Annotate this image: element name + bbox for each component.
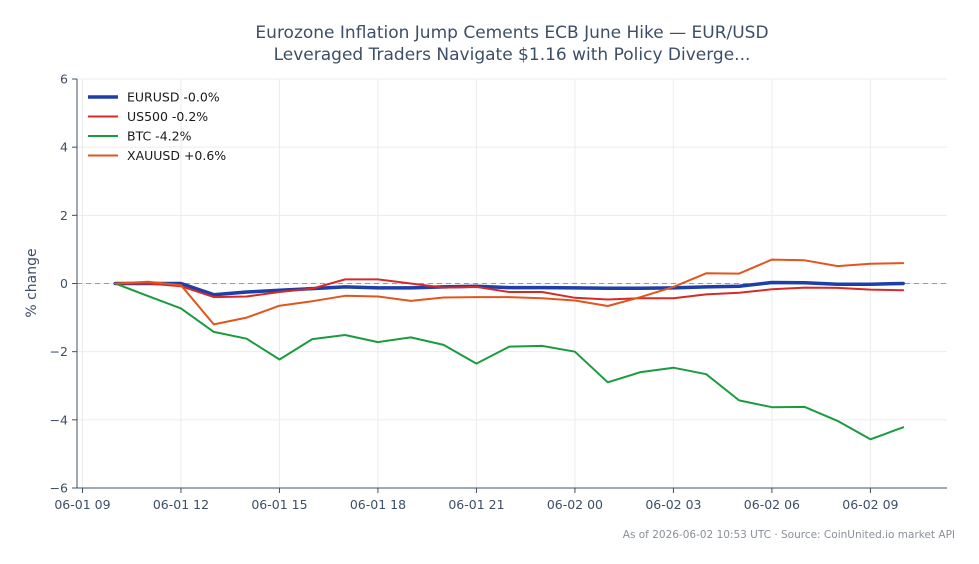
legend: EURUSD -0.0% US500 -0.2% BTC -4.2% XAUUSD +… bbox=[88, 90, 226, 163]
x-tick-label: 06-01 21 bbox=[448, 497, 504, 512]
x-tick-label: 06-02 09 bbox=[842, 497, 898, 512]
y-tick-label: 2 bbox=[60, 208, 68, 223]
y-tick-label: 6 bbox=[60, 72, 68, 87]
y-ticks: −6 −4 −2 0 2 4 6 bbox=[50, 72, 77, 496]
series-line-3 bbox=[114, 258, 905, 326]
chart-title-line-2: Leveraged Traders Navigate $1.16 with Po… bbox=[274, 45, 751, 65]
series-line-1 bbox=[114, 278, 905, 301]
y-tick-label: −2 bbox=[50, 344, 68, 359]
y-tick-label: −4 bbox=[50, 412, 68, 427]
series-line-0 bbox=[113, 280, 905, 297]
x-tick-label: 06-01 09 bbox=[54, 497, 110, 512]
y-tick-label: −6 bbox=[50, 481, 68, 496]
legend-label-2: BTC -4.2% bbox=[127, 129, 192, 144]
x-tick-label: 06-01 18 bbox=[350, 497, 406, 512]
x-tick-label: 06-02 03 bbox=[645, 497, 701, 512]
x-tick-label: 06-01 12 bbox=[153, 497, 209, 512]
legend-label-3: XAUUSD +0.6% bbox=[127, 148, 226, 163]
series-line-2 bbox=[114, 282, 905, 441]
legend-label-1: US500 -0.2% bbox=[127, 109, 208, 124]
y-tick-label: 0 bbox=[60, 276, 68, 291]
x-tick-label: 06-02 00 bbox=[547, 497, 603, 512]
y-axis-label: % change bbox=[24, 248, 40, 317]
y-tick-label: 4 bbox=[60, 140, 68, 155]
x-ticks: 06-01 09 06-01 12 06-01 15 06-01 18 06-01 21… bbox=[54, 488, 899, 512]
chart-title-line-1: Eurozone Inflation Jump Cements ECB June… bbox=[255, 23, 768, 43]
x-tick-label: 06-02 06 bbox=[744, 497, 800, 512]
source-footnote: As of 2026-06-02 10:53 UTC · Source: Coi… bbox=[623, 529, 955, 541]
legend-label-0: EURUSD -0.0% bbox=[127, 90, 220, 105]
series-lines bbox=[113, 258, 905, 441]
x-tick-label: 06-01 15 bbox=[251, 497, 307, 512]
